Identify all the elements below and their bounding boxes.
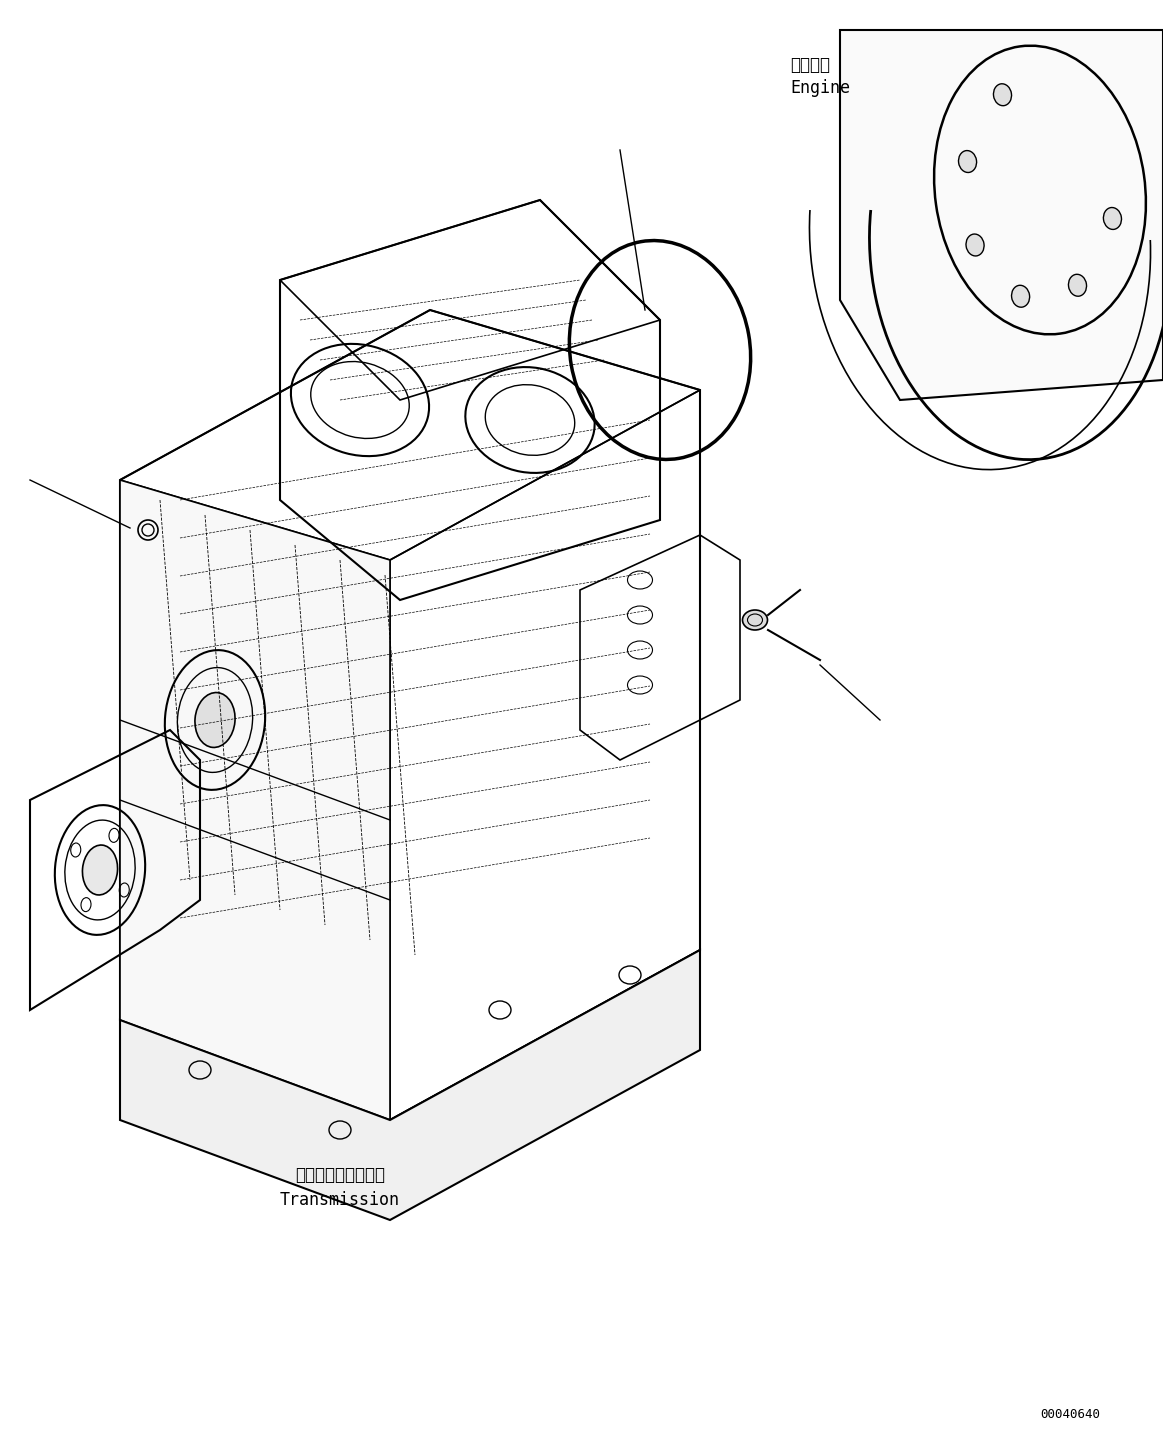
Ellipse shape bbox=[1104, 208, 1121, 230]
Text: エンジン: エンジン bbox=[790, 57, 830, 74]
Text: Transmission: Transmission bbox=[280, 1191, 400, 1209]
Text: トランスミッション: トランスミッション bbox=[295, 1165, 385, 1184]
Polygon shape bbox=[120, 479, 390, 1120]
Ellipse shape bbox=[83, 846, 117, 895]
Polygon shape bbox=[120, 950, 700, 1221]
Ellipse shape bbox=[1069, 275, 1086, 296]
Polygon shape bbox=[840, 31, 1163, 400]
Ellipse shape bbox=[195, 693, 235, 747]
Ellipse shape bbox=[958, 151, 977, 173]
Text: Engine: Engine bbox=[790, 78, 850, 97]
Ellipse shape bbox=[742, 610, 768, 631]
Ellipse shape bbox=[966, 234, 984, 256]
Ellipse shape bbox=[1012, 285, 1029, 307]
Text: 00040640: 00040640 bbox=[1040, 1408, 1100, 1421]
Ellipse shape bbox=[993, 84, 1012, 106]
